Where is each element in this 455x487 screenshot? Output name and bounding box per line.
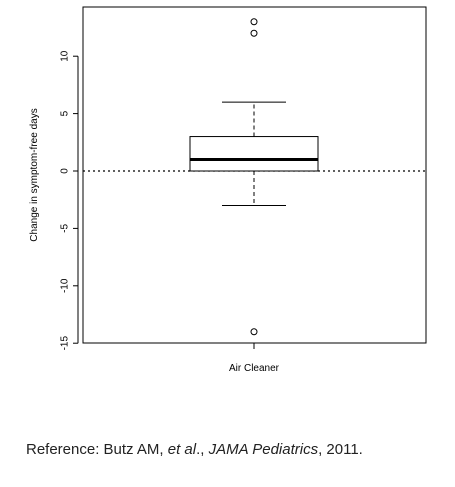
y-tick-label: 0 <box>60 168 71 174</box>
reference-authors: et al <box>167 441 197 458</box>
outlier-point <box>250 29 258 37</box>
box-group <box>189 18 319 336</box>
reference-year: , 2011. <box>318 441 363 458</box>
reference-prefix: Reference: Butz AM, <box>26 441 168 458</box>
y-tick-label: 5 <box>60 110 71 116</box>
y-tick-label: -10 <box>60 278 71 293</box>
reference-separator: ., <box>196 441 209 458</box>
y-axis: -15 -10 -5 0 5 10 <box>60 50 79 351</box>
box-plot: -15 -10 -5 0 5 10 Air Cleaner Change in sympt… <box>29 6 427 374</box>
outlier-point <box>250 18 258 26</box>
x-tick-label: Air Cleaner <box>229 363 280 374</box>
y-tick-label: 10 <box>60 50 71 62</box>
reference-journal: JAMA Pediatrics <box>208 441 319 458</box>
reference-note: Reference: Butz AM, et al., JAMA Pediatr… <box>26 441 363 458</box>
iqr-box <box>189 136 319 172</box>
y-tick-label: -5 <box>60 224 71 233</box>
outlier-point <box>250 328 258 336</box>
y-tick-label: -15 <box>60 336 71 351</box>
x-axis: Air Cleaner <box>229 343 280 374</box>
y-axis-label: Change in symptom-free days <box>29 108 40 241</box>
